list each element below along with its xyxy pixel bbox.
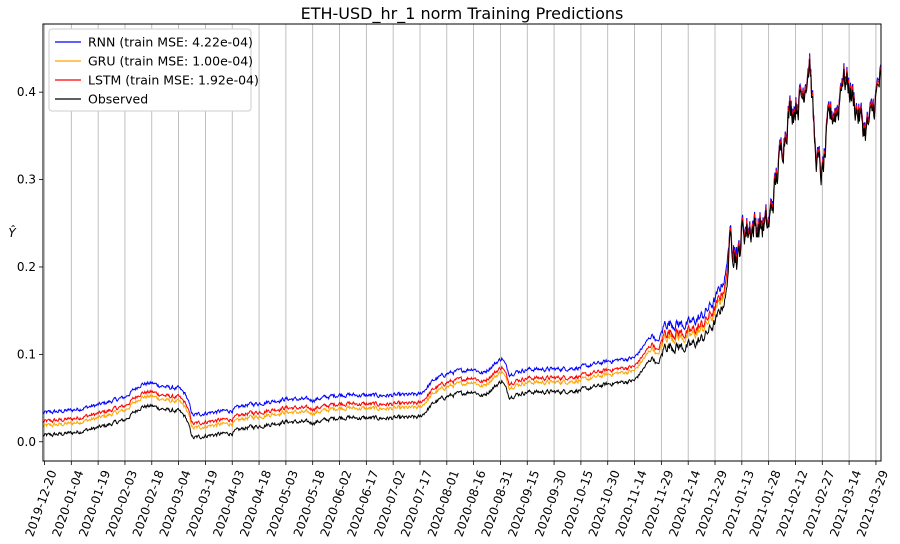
legend: RNN (train MSE: 4.22e-04) GRU (train MSE:… [48, 28, 259, 112]
legend-label: LSTM (train MSE: 1.92e-04) [88, 73, 259, 88]
legend-label: GRU (train MSE: 1.00e-04) [88, 54, 253, 69]
y-tick-label: 0.1 [17, 347, 36, 361]
legend-box [48, 28, 252, 112]
y-tick-label: 0.0 [17, 435, 36, 449]
series-layer [42, 53, 882, 440]
y-axis: 0.0 0.1 0.2 0.3 0.4 [17, 85, 43, 449]
y-tick-label: 0.2 [17, 260, 36, 274]
legend-label: RNN (train MSE: 4.22e-04) [88, 35, 253, 50]
y-tick-label: 0.4 [17, 85, 36, 99]
series-line-observed [42, 58, 882, 440]
chart-title: ETH-USD_hr_1 norm Training Predictions [301, 4, 624, 24]
y-axis-label: Ŷ [8, 225, 17, 240]
legend-label: Observed [88, 92, 148, 107]
plot-frame [42, 23, 882, 462]
y-tick-label: 0.3 [17, 173, 36, 187]
